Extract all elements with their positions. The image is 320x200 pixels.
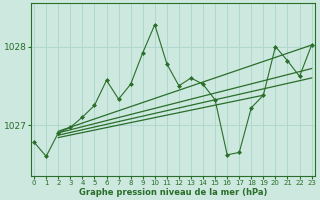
X-axis label: Graphe pression niveau de la mer (hPa): Graphe pression niveau de la mer (hPa) <box>79 188 267 197</box>
